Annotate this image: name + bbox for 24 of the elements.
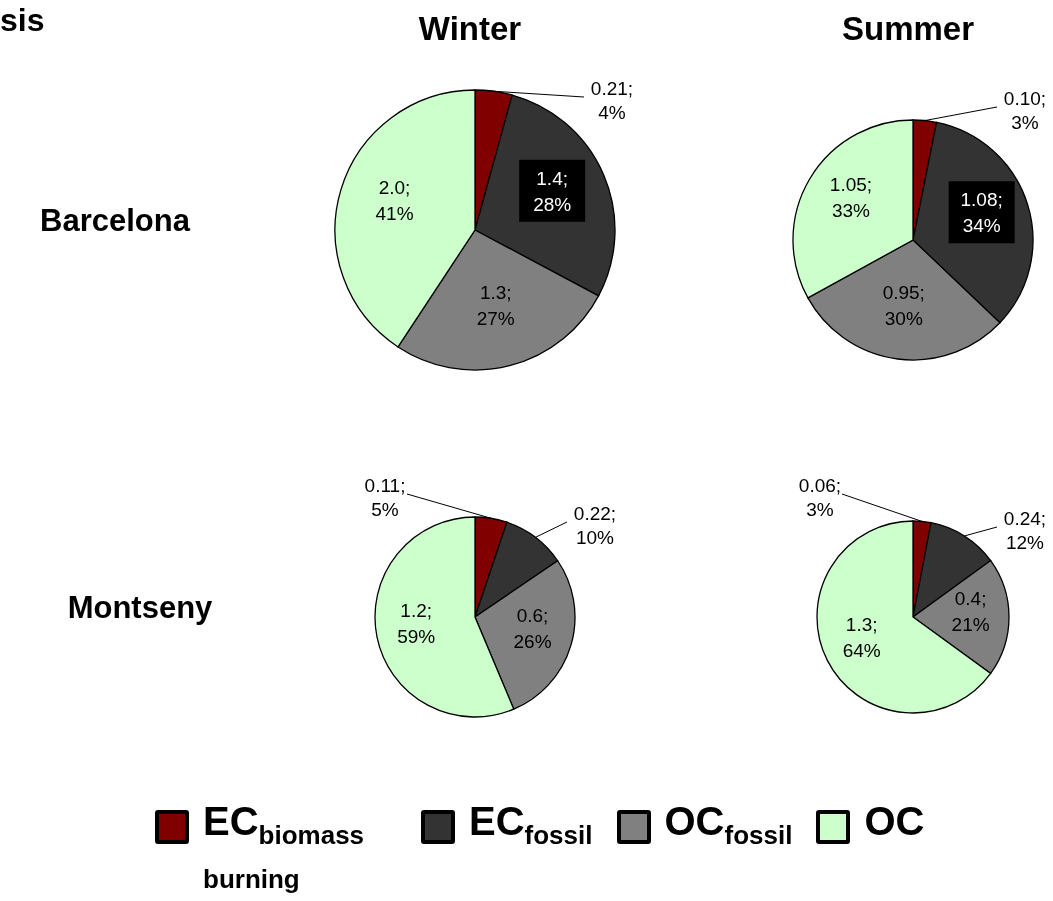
legend-label: OC$_{fossil}$ xyxy=(664,799,793,850)
data-label: 1.4; 28% xyxy=(533,167,572,215)
legend-label: EC$_{fossil}$ xyxy=(469,799,593,850)
data-label: 1.3; 64% xyxy=(842,614,881,662)
data-label: 1.08; 34% xyxy=(960,189,1003,237)
data-label: 0.95; 30% xyxy=(882,282,925,330)
data-label: 1.2; 59% xyxy=(397,599,436,647)
data-label: 0.11; 5% xyxy=(364,475,406,520)
text: Barcelona xyxy=(39,203,192,239)
chart-title: Winter xyxy=(417,10,523,48)
chart-title: Summer xyxy=(840,10,976,48)
data-label: 0.4; 21% xyxy=(951,588,990,635)
data-label: 0.24; 12% xyxy=(1003,508,1047,553)
data-label: 0.21; 4% xyxy=(590,78,634,123)
legend-label: OC xyxy=(864,799,925,843)
data-label: 0.22; 10% xyxy=(573,503,617,548)
data-label: 2.0; 41% xyxy=(375,176,414,224)
data-label: 0.6; 26% xyxy=(513,605,552,653)
text: Montseny xyxy=(66,590,214,626)
data-label: 1.3; 27% xyxy=(476,282,515,330)
data-label: 0.06; 3% xyxy=(798,475,842,520)
data-label: 1.05; 33% xyxy=(829,174,873,222)
data-label: 0.10; 3% xyxy=(1003,88,1047,133)
text: sis xyxy=(0,2,45,39)
